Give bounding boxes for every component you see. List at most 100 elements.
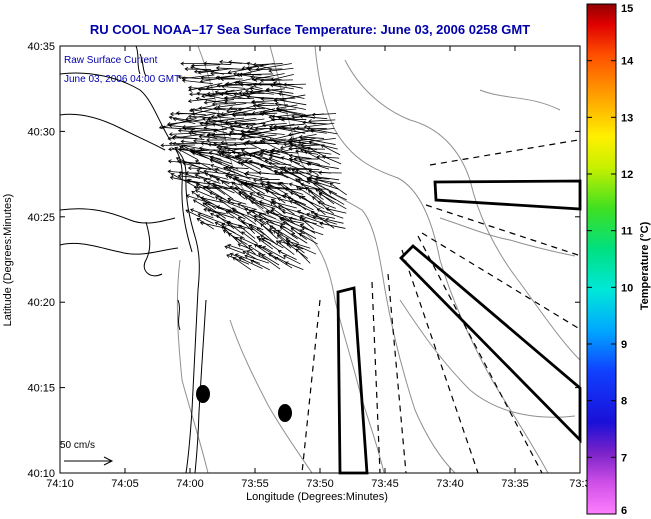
vector-arrowhead [242,112,247,117]
vector-arrowhead [256,227,261,231]
vector-arrow [246,62,273,70]
vector-arrowhead [229,252,234,257]
vector-arrow [307,128,338,135]
vector-arrowhead [205,119,209,124]
vector-arrowhead [196,194,201,199]
vector-arrowhead [189,108,193,113]
vector-arrow [302,122,328,125]
vector-arrowhead [198,134,203,139]
vector-arrow [239,73,274,76]
vector-arrowhead [252,152,257,157]
vector-arrow [287,140,318,146]
vector-arrowhead [202,185,207,190]
vector-arrowhead [224,99,229,105]
vector-arrowhead [193,69,198,74]
vector-arrowhead [254,126,259,131]
vector-arrow [195,160,220,174]
vector-arrow [285,261,304,271]
vector-arrowhead [244,159,249,163]
vector-arrow [254,215,284,225]
vector-arrow [229,131,255,139]
scale-arrow-label: 50 cm/s [60,440,95,451]
vector-arrowhead [211,122,216,127]
vector-arrowhead [216,104,221,109]
colorbar-tick-label: 12 [621,169,633,181]
vector-arrowhead [260,111,265,116]
vector-arrow [207,132,245,136]
vector-arrow [207,209,234,219]
vector-arrowhead [277,197,281,201]
vector-arrowhead [282,221,287,226]
vector-arrowhead [279,166,284,171]
vector-arrowhead [251,100,255,105]
vector-arrowhead [220,140,224,145]
vector-arrowhead [239,82,243,87]
vector-arrow [277,229,300,244]
vector-arrowhead [223,95,228,101]
vector-arrowhead [229,130,234,135]
vector-arrow [212,123,235,130]
vector-arrowhead [172,134,177,139]
vector-arrowhead [178,171,183,176]
vector-arrow [269,228,289,239]
vector-arrow [260,164,289,179]
vector-arrowhead [227,132,232,137]
vector-arrowhead [256,236,261,240]
vector-arrowhead [233,71,237,76]
vector-arrowhead [278,91,282,96]
vector-arrowhead [246,61,251,66]
vector-arrowhead [293,156,298,161]
vector-arrowhead [287,139,291,144]
vector-arrowhead [287,196,292,201]
vector-arrowhead [283,169,288,174]
vector-arrow [257,227,278,246]
vector-arrowhead [181,78,186,83]
vector-arrow [297,210,317,220]
vector-arrowhead [260,183,265,187]
vector-arrowhead [325,207,330,212]
vector-arrowhead [318,193,323,197]
vector-arrow [234,155,261,170]
vector-arrowhead [268,161,273,166]
vector-arrow [260,152,282,159]
x-axis-label: Longitude (Degrees:Minutes) [246,491,388,503]
vector-arrowhead [168,132,173,137]
vector-arrowhead [233,142,237,147]
vector-arrowhead [281,209,286,214]
colorbar-ticks: 15 14 13 12 11 10 9 8 7 6 [587,3,634,517]
vector-arrowhead [188,131,193,136]
vector-arrow [278,250,297,260]
vector-arrowhead [204,172,209,177]
vector-arrowhead [265,188,269,192]
vector-arrowhead [207,117,212,122]
vector-arrowhead [302,120,306,125]
vector-arrow [280,224,296,234]
vector-arrow [235,237,256,255]
vector-arrowhead [283,142,288,147]
vector-arrowhead [196,217,201,222]
vector-arrowhead [285,238,290,242]
vector-arrow [295,244,317,255]
vector-arrowhead [245,66,250,71]
vector-arrowhead [248,245,252,249]
vector-arrowhead [227,243,232,248]
vector-arrowhead [260,149,265,154]
vector-arrow [198,213,226,225]
vector-arrowhead [279,226,284,230]
vector-arrow [299,217,315,230]
vector-arrow [225,117,257,123]
vector-arrowhead [220,76,224,82]
vector-arrow [216,67,244,70]
vector-arrow [200,77,222,82]
vector-arrowhead [190,208,194,213]
vector-arrowhead [317,188,322,192]
x-tick-label: 73:3 [569,478,590,490]
vector-arrow [224,245,245,255]
vector-arrowhead [190,108,195,113]
vector-arrow [300,115,328,120]
vector-arrow [207,134,245,141]
y-tick-label: 40:15 [27,383,55,395]
vector-arrow [199,136,226,139]
vector-arrowhead [253,214,258,219]
vector-arrow [256,192,277,200]
